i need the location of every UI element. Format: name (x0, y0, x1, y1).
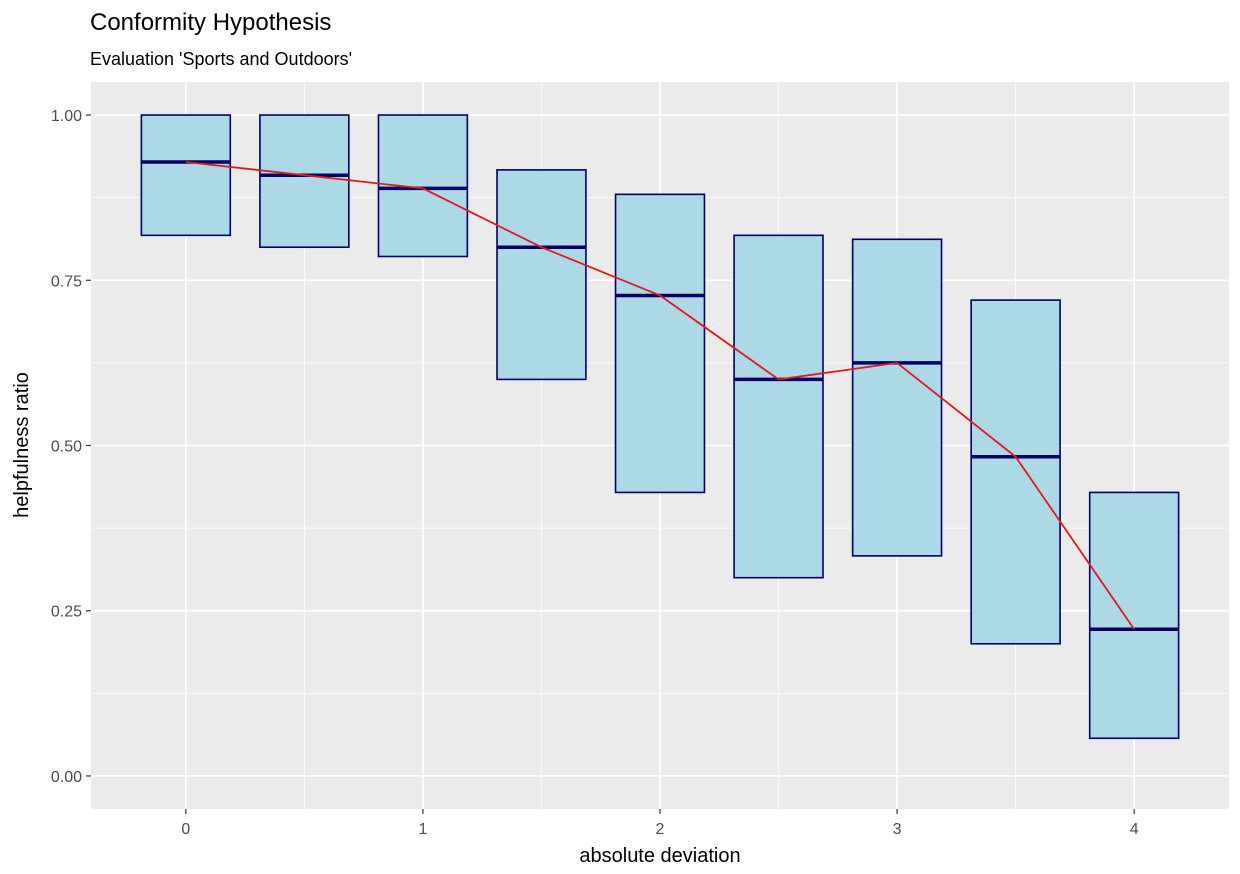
y-tick-label: 0.25 (51, 604, 82, 621)
box-6 (851, 238, 943, 557)
y-axis-ticks: 0.00 0.25 0.50 0.75 1.00 (51, 108, 91, 786)
y-tick-label: 0.50 (51, 439, 82, 456)
chart-title: Conformity Hypothesis (90, 9, 331, 36)
y-tick-label: 0.75 (51, 273, 82, 290)
x-tick-label: 0 (181, 821, 190, 838)
boxes (140, 114, 1180, 740)
median-trend-line (185, 161, 1135, 630)
box-4 (614, 193, 706, 494)
x-axis-title: absolute deviation (579, 845, 740, 867)
box-7 (970, 299, 1061, 645)
box-5 (733, 234, 824, 579)
y-axis-title: helpfulness ratio (11, 372, 33, 518)
x-axis-ticks: 0 1 2 3 4 (181, 809, 1139, 838)
y-tick-label: 0.00 (51, 769, 82, 786)
box-1 (259, 114, 350, 249)
x-tick-label: 4 (1130, 821, 1139, 838)
median-trend (185, 161, 1135, 630)
box-3 (496, 169, 587, 381)
y-tick-label: 1.00 (51, 108, 82, 125)
chart-subtitle: Evaluation 'Sports and Outdoors' (90, 49, 352, 69)
x-tick-label: 3 (893, 821, 902, 838)
box-0 (140, 114, 232, 237)
box-8 (1088, 491, 1180, 740)
x-tick-label: 1 (418, 821, 427, 838)
x-tick-label: 2 (656, 821, 665, 838)
